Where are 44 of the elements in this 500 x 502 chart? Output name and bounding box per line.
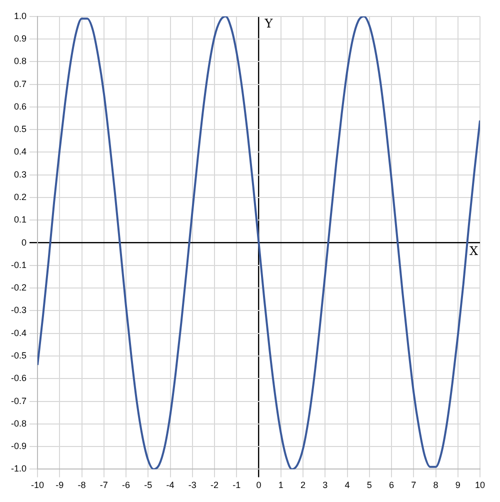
x-tick-label: -8 <box>78 480 86 490</box>
y-tick-label: -0.9 <box>10 441 27 452</box>
y-tick-label: 1.0 <box>14 10 27 21</box>
x-tick-label: -7 <box>100 480 108 490</box>
x-tick-label: 2 <box>300 480 306 490</box>
y-tick-label: -1.0 <box>10 464 27 474</box>
x-tick-label: -4 <box>166 480 174 490</box>
y-tick-label: 0 <box>21 237 27 248</box>
y-tick-label: -0.7 <box>10 396 27 406</box>
y-tick-label: 0.9 <box>14 34 27 44</box>
y-axis-title: Y <box>264 16 274 31</box>
y-tick-label: 0.1 <box>14 214 27 225</box>
x-tick-label: -5 <box>144 480 152 490</box>
x-tick-label: 1 <box>278 480 284 490</box>
x-tick-label: 3 <box>322 480 328 490</box>
y-tick-label: -0.4 <box>10 328 27 338</box>
x-tick-label: -2 <box>210 480 219 490</box>
x-tick-label: -10 <box>31 480 44 490</box>
y-tick-label: 0.6 <box>14 101 27 112</box>
x-tick-label: 4 <box>344 480 350 490</box>
y-tick-label: 0.2 <box>14 192 27 202</box>
x-axis-title: X <box>469 244 478 258</box>
x-tick-label: 6 <box>388 480 394 490</box>
x-tick-label: 0 <box>256 480 262 490</box>
y-tick-label: -0.5 <box>10 350 27 360</box>
x-tick-label: 8 <box>433 480 438 490</box>
x-tick-label: -9 <box>56 480 64 490</box>
x-tick-label: 9 <box>455 480 460 490</box>
x-tick-label: -6 <box>122 480 130 490</box>
y-tick-label: -0.1 <box>10 260 27 270</box>
y-tick-label: 0.3 <box>14 169 27 180</box>
y-tick-label: 0.4 <box>14 146 27 157</box>
y-tick-label: -0.3 <box>10 305 27 316</box>
y-tick-label: -0.8 <box>10 418 27 428</box>
y-tick-label: 0.7 <box>14 78 27 89</box>
y-tick-label: 0.8 <box>14 56 27 66</box>
y-tick-label: -0.6 <box>10 373 27 384</box>
x-tick-label: 5 <box>366 480 372 490</box>
x-tick-label: -1 <box>232 480 241 490</box>
x-tick-label: 7 <box>411 480 416 490</box>
x-tick-label: -3 <box>188 480 196 490</box>
y-tick-label: 0.5 <box>14 124 27 134</box>
y-tick-label: -0.2 <box>10 282 27 293</box>
x-tick-label: 10 <box>474 480 486 490</box>
